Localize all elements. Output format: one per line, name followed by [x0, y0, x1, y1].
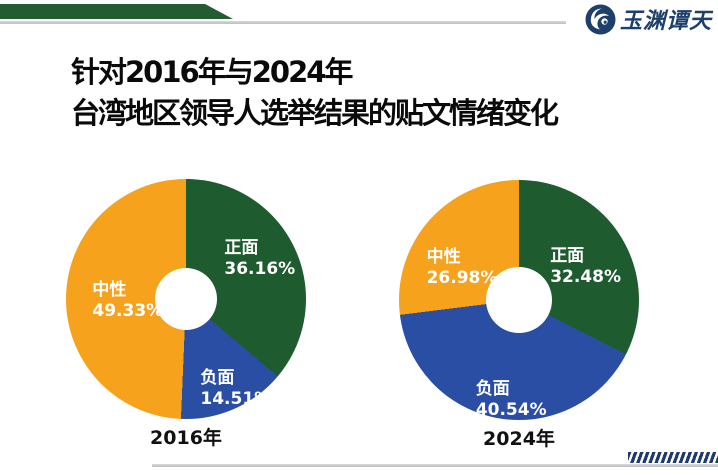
- diagonal-stripes-mark: [628, 452, 718, 463]
- slice-label-neutral-2024: 中性 26.98%: [426, 247, 498, 289]
- donut-hole-2016: [155, 268, 217, 330]
- title-line-2: 台湾地区领导人选举结果的贴文情绪变化: [71, 96, 559, 130]
- donut-chart-2016: 正面 36.16% 中性 49.33% 负面 14.51% 2016年: [66, 179, 306, 459]
- yuyuan-tantian-logo-icon: [585, 4, 616, 34]
- brand-logo-text: 玉渊谭天: [619, 8, 712, 34]
- page-title: 针对2016年与2024年 台湾地区领导人选举结果的贴文情绪变化: [71, 52, 631, 134]
- slice-label-negative-2024: 负面 40.54%: [475, 378, 547, 420]
- slice-label-positive-2024: 正面 32.48%: [550, 245, 621, 287]
- title-line-1: 针对2016年与2024年: [71, 55, 353, 89]
- brand-logo: 玉渊谭天: [585, 3, 712, 35]
- slice-label-neutral-2016: 中性 49.33%: [92, 279, 164, 321]
- header-accent-bar: [0, 4, 233, 19]
- header-divider-line: [0, 21, 566, 24]
- chart-caption-2016: 2016年: [150, 427, 222, 449]
- slice-label-negative-2016: 负面 14.51%: [200, 368, 272, 409]
- slice-label-positive-2016: 正面 36.16%: [224, 237, 296, 279]
- donut-hole-2024: [486, 267, 552, 333]
- chart-caption-2024: 2024年: [483, 428, 555, 450]
- donut-chart-2024: 正面 32.48% 中性 26.98% 负面 40.54% 2024年: [399, 180, 639, 460]
- footer-divider-line: [152, 464, 718, 467]
